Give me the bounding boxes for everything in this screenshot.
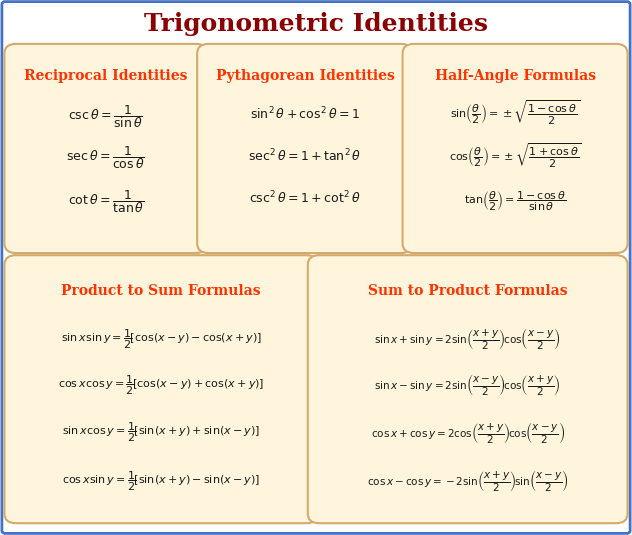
Text: $\cos x\cos y = \dfrac{1}{2}\!\left[\cos(x-y) + \cos(x+y)\right]$: $\cos x\cos y = \dfrac{1}{2}\!\left[\cos…: [58, 374, 264, 397]
Text: $\sin x\cos y = \dfrac{1}{2}\!\left[\sin(x+y) + \sin(x-y)\right]$: $\sin x\cos y = \dfrac{1}{2}\!\left[\sin…: [62, 421, 260, 445]
Text: $\sin x+\sin y=2\sin\!\left(\dfrac{x+y}{2}\right)\!\cos\!\left(\dfrac{x-y}{2}\ri: $\sin x+\sin y=2\sin\!\left(\dfrac{x+y}{…: [374, 326, 561, 353]
Text: $\sin x\sin y = \dfrac{1}{2}\!\left[\cos(x-y) - \cos(x+y)\right]$: $\sin x\sin y = \dfrac{1}{2}\!\left[\cos…: [61, 328, 262, 351]
Text: Half-Angle Formulas: Half-Angle Formulas: [435, 70, 595, 83]
Text: Reciprocal Identities: Reciprocal Identities: [24, 70, 188, 83]
Text: $\cos x\sin y = \dfrac{1}{2}\!\left[\sin(x+y) - \sin(x-y)\right]$: $\cos x\sin y = \dfrac{1}{2}\!\left[\sin…: [62, 470, 260, 493]
Text: $\csc\theta = \dfrac{1}{\sin\theta}$: $\csc\theta = \dfrac{1}{\sin\theta}$: [68, 103, 143, 129]
Text: $\sin x-\sin y=2\sin\!\left(\dfrac{x-y}{2}\right)\!\cos\!\left(\dfrac{x+y}{2}\ri: $\sin x-\sin y=2\sin\!\left(\dfrac{x-y}{…: [375, 372, 561, 399]
Text: $\csc^2\theta = 1 + \cot^2\theta$: $\csc^2\theta = 1 + \cot^2\theta$: [249, 189, 361, 206]
Text: $\cos\!\left(\dfrac{\theta}{2}\right)=\pm\sqrt{\dfrac{1+\cos\theta}{2}}$: $\cos\!\left(\dfrac{\theta}{2}\right)=\p…: [449, 142, 581, 170]
Text: $\tan\!\left(\dfrac{\theta}{2}\right)=\dfrac{1-\cos\theta}{\sin\theta}$: $\tan\!\left(\dfrac{\theta}{2}\right)=\d…: [464, 190, 566, 213]
Text: $\cot\theta = \dfrac{1}{\tan\theta}$: $\cot\theta = \dfrac{1}{\tan\theta}$: [68, 188, 144, 215]
Text: $\cos x+\cos y=2\cos\!\left(\dfrac{x+y}{2}\right)\!\cos\!\left(\dfrac{x-y}{2}\ri: $\cos x+\cos y=2\cos\!\left(\dfrac{x+y}{…: [370, 420, 565, 446]
FancyBboxPatch shape: [197, 44, 413, 253]
FancyBboxPatch shape: [4, 255, 318, 523]
Text: $\sec^2\theta = 1 + \tan^2\theta$: $\sec^2\theta = 1 + \tan^2\theta$: [248, 148, 362, 164]
Text: $\sin\!\left(\dfrac{\theta}{2}\right)=\pm\sqrt{\dfrac{1-\cos\theta}{2}}$: $\sin\!\left(\dfrac{\theta}{2}\right)=\p…: [450, 98, 580, 127]
Text: $\cos x-\cos y=-2\sin\!\left(\dfrac{x+y}{2}\right)\!\sin\!\left(\dfrac{x-y}{2}\r: $\cos x-\cos y=-2\sin\!\left(\dfrac{x+y}…: [367, 468, 569, 494]
FancyBboxPatch shape: [4, 44, 207, 253]
Text: $\sec\theta = \dfrac{1}{\cos\theta}$: $\sec\theta = \dfrac{1}{\cos\theta}$: [66, 144, 145, 171]
Text: Product to Sum Formulas: Product to Sum Formulas: [61, 284, 261, 298]
FancyBboxPatch shape: [403, 44, 628, 253]
Text: Trigonometric Identities: Trigonometric Identities: [144, 12, 488, 36]
Text: $\sin^2\theta + \cos^2\theta = 1$: $\sin^2\theta + \cos^2\theta = 1$: [250, 106, 360, 123]
Text: Pythagorean Identities: Pythagorean Identities: [216, 70, 394, 83]
FancyBboxPatch shape: [308, 255, 628, 523]
Text: Sum to Product Formulas: Sum to Product Formulas: [368, 284, 568, 298]
